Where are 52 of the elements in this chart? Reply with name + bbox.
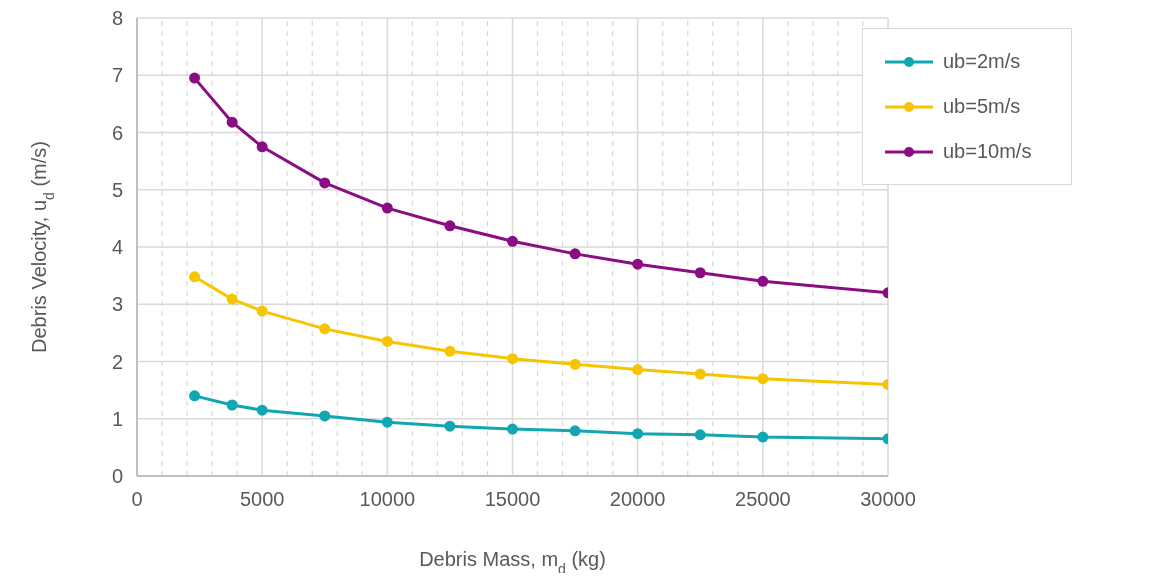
y-tick-label: 6 [111, 121, 123, 144]
y-tick-label: 0 [111, 465, 123, 488]
point [694, 368, 706, 380]
x-tick-label: 15000 [484, 488, 541, 511]
legend-label: ub=10m/s [943, 140, 1032, 163]
legend-label: ub=2m/s [943, 50, 1021, 73]
x-tick-label: 30000 [860, 488, 916, 511]
point [507, 353, 518, 365]
point [757, 431, 769, 443]
point [632, 364, 644, 376]
point [226, 116, 238, 128]
point [189, 271, 201, 283]
point [507, 235, 518, 247]
point [444, 420, 456, 432]
point [189, 72, 201, 84]
legend-label: ub=5m/s [943, 95, 1021, 118]
x-tick-label: 20000 [609, 488, 666, 511]
point [569, 358, 581, 370]
y-tick-label: 1 [111, 407, 123, 430]
point [694, 429, 706, 441]
y-tick-label: 8 [111, 7, 123, 30]
point [757, 275, 769, 287]
point [256, 141, 268, 153]
point [569, 248, 581, 260]
point [632, 258, 644, 270]
point [189, 390, 201, 402]
y-tick-label: 5 [111, 178, 123, 201]
x-tick-label: 25000 [735, 488, 791, 511]
point [256, 305, 268, 317]
point [381, 416, 393, 428]
point [226, 399, 238, 411]
point [319, 410, 331, 422]
point [444, 220, 456, 232]
point [381, 202, 393, 214]
x-tick-label: 0 [131, 488, 143, 511]
x-tick-label: 5000 [239, 488, 285, 511]
point [694, 267, 706, 279]
point [444, 345, 456, 357]
y-tick-label: 3 [111, 293, 123, 316]
y-tick-label: 7 [111, 64, 123, 87]
point [757, 373, 769, 385]
point [507, 423, 518, 435]
y-tick-label: 2 [111, 350, 123, 373]
point [632, 428, 644, 440]
point [381, 335, 393, 347]
point [226, 293, 238, 305]
point [319, 323, 331, 335]
point [569, 425, 581, 437]
y-tick-label: 4 [111, 236, 123, 259]
point [319, 177, 331, 189]
point [256, 404, 268, 416]
x-tick-label: 10000 [359, 488, 416, 511]
